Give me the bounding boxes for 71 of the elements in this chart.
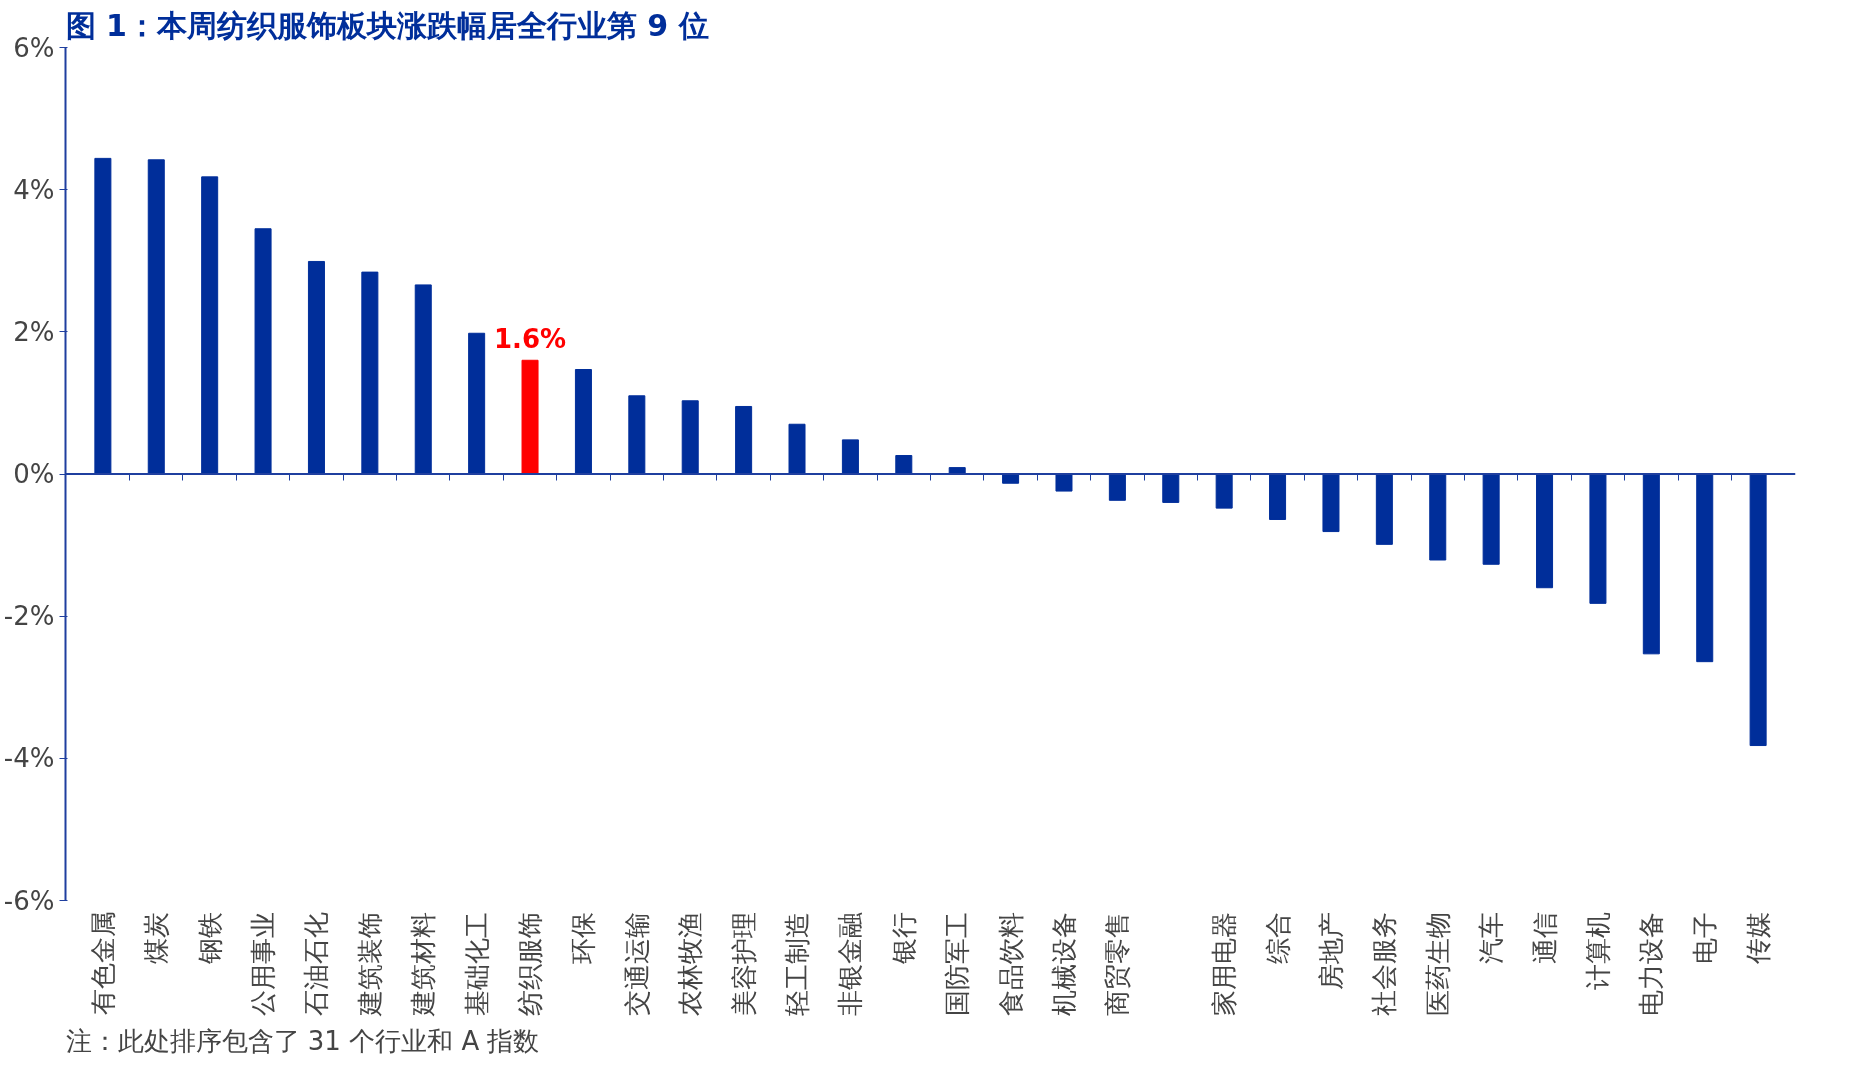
text: 注：此处排序包含了 31 个行业和 A 指数: [65, 1025, 540, 1056]
x-tick-label: 医药生物: [1422, 911, 1453, 1016]
x-tick-label: 钢铁: [194, 911, 225, 965]
bar: [201, 176, 219, 475]
bar: [1696, 473, 1714, 663]
x-tick-label: 房地产: [1315, 911, 1346, 990]
x-tick-label: 计算机: [1582, 911, 1613, 990]
bar: [1482, 473, 1500, 565]
bar: [895, 455, 913, 475]
bar: [1536, 473, 1554, 589]
x-tick-label: 建筑材料: [408, 911, 439, 1017]
bar: [1215, 473, 1233, 509]
bar: [788, 423, 806, 475]
x-tick-label: 有色金属: [87, 911, 118, 1016]
x-tick-label: 商贸零售: [1102, 911, 1133, 1016]
bar: [307, 260, 325, 475]
x-tick-label: 非银金融: [835, 911, 866, 1016]
bar: [574, 369, 592, 475]
x-tick-label: 家用电器: [1209, 911, 1240, 1016]
x-tick-label: 纺织服饰: [515, 911, 546, 1016]
x-tick-label: 通信: [1529, 911, 1560, 964]
x-tick-label: 公用事业: [248, 911, 279, 1016]
bar: [414, 284, 432, 475]
y-tick-label: 2%: [13, 316, 55, 347]
x-tick-label: 交通运输: [621, 911, 652, 1016]
x-tick-label: 农林牧渔: [675, 911, 706, 1016]
y-tick-label: 0%: [13, 459, 55, 489]
x-tick-label: 石油石化: [301, 911, 332, 1016]
x-tick-label: 汽车: [1476, 911, 1507, 964]
bar: [841, 439, 859, 475]
x-tick-label: 机械设备: [1048, 911, 1079, 1016]
bar: [1749, 473, 1767, 747]
x-tick-label: 银行: [888, 911, 919, 965]
bar: [521, 359, 539, 475]
y-tick-label: -6%: [3, 885, 55, 916]
x-tick-label: 综合: [1262, 911, 1293, 964]
bar: [1375, 473, 1393, 545]
bar: [1429, 473, 1447, 561]
bar: [94, 157, 112, 475]
x-tick-label: 环保: [568, 911, 599, 964]
bar: [468, 332, 486, 475]
bar: [735, 405, 753, 475]
bar: [681, 400, 699, 475]
y-tick-label: -4%: [3, 743, 55, 774]
bar: [1322, 473, 1340, 533]
x-tick-label: 社会服务: [1369, 911, 1400, 1016]
x-tick-label: 美容护理: [728, 911, 759, 1016]
bar: [1642, 473, 1660, 655]
y-tick-label: 6%: [13, 32, 55, 63]
chart-title: 图 1：本周纺织服饰板块涨跌幅居全行业第 9 位: [65, 7, 709, 43]
bar: [361, 271, 379, 475]
x-tick-label: 煤炭: [141, 911, 172, 964]
y-tick-label: 4%: [13, 174, 55, 205]
bar: [1055, 473, 1073, 492]
data-label: 1.6%: [493, 324, 567, 355]
bar: [147, 159, 165, 475]
bar: [254, 228, 272, 475]
bar: [1589, 473, 1607, 604]
bar: [1108, 473, 1126, 501]
bar: [1162, 473, 1180, 503]
bar: [1269, 473, 1287, 520]
x-tick-label: 电子: [1689, 911, 1720, 964]
x-tick-label: 电力设备: [1636, 911, 1667, 1016]
x-tick-label: 轻工制造: [782, 911, 813, 1016]
x-tick-label: 基础化工: [461, 911, 492, 1016]
x-tick-label: 传媒: [1743, 911, 1774, 964]
x-tick-label: 食品饮料: [995, 911, 1026, 1016]
x-tick-label: 国防军工: [942, 911, 973, 1016]
x-tick-label: 建筑装饰: [354, 911, 385, 1017]
bar: [628, 395, 646, 475]
y-tick-label: -2%: [3, 601, 55, 632]
